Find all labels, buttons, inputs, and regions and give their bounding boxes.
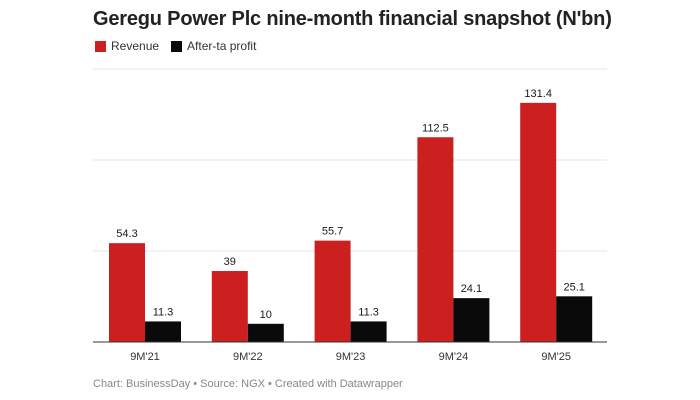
- legend-swatch-revenue: [95, 40, 106, 52]
- bar-revenue-2: [314, 240, 351, 342]
- data-label-revenue-2: 55.7: [322, 226, 343, 238]
- bar-revenue-3: [417, 137, 454, 342]
- data-label-profit-4: 25.1: [563, 281, 584, 293]
- x-tick-label-0: 9M'21: [130, 351, 160, 363]
- chart-title: Geregu Power Plc nine-month financial sn…: [93, 8, 612, 30]
- legend-item-profit: After-ta profit: [171, 39, 256, 53]
- data-label-revenue-4: 131.4: [524, 88, 552, 100]
- x-tick-label-2: 9M'23: [336, 351, 366, 363]
- bar-revenue-1: [211, 271, 248, 342]
- data-label-revenue-3: 112.5: [422, 122, 449, 134]
- bar-profit-3: [453, 298, 490, 342]
- data-label-profit-2: 11.3: [358, 306, 379, 318]
- chart-footer: Chart: BusinessDay • Source: NGX • Creat…: [93, 378, 403, 390]
- data-label-profit-1: 10: [260, 309, 272, 321]
- bar-profit-2: [350, 321, 387, 342]
- data-label-profit-0: 11.3: [153, 306, 174, 318]
- x-tick-label-4: 9M'25: [541, 351, 571, 363]
- legend-label-profit: After-ta profit: [187, 39, 257, 53]
- legend-swatch-profit: [171, 40, 183, 52]
- data-label-profit-3: 24.1: [461, 283, 482, 295]
- legend-item-revenue: Revenue: [95, 39, 159, 53]
- bar-revenue-4: [520, 102, 557, 343]
- bar-revenue-0: [109, 243, 145, 342]
- data-label-revenue-0: 54.3: [116, 228, 137, 240]
- data-label-revenue-1: 39: [224, 256, 236, 268]
- x-tick-label-1: 9M'22: [233, 351, 263, 363]
- bar-profit-1: [247, 323, 284, 342]
- legend-label-revenue: Revenue: [111, 39, 160, 53]
- bar-profit-4: [556, 296, 593, 342]
- chart-legend: Revenue After-ta profit: [95, 39, 268, 53]
- x-tick-label-3: 9M'24: [439, 351, 469, 363]
- bar-profit-0: [145, 321, 181, 342]
